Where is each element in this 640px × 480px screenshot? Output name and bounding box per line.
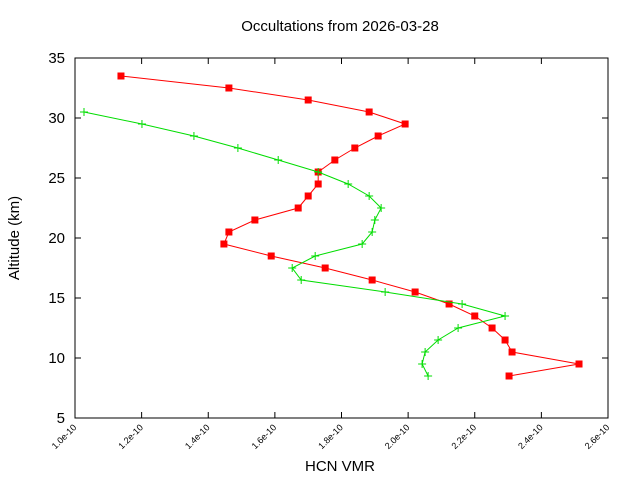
point bbox=[297, 276, 306, 284]
point bbox=[331, 156, 339, 164]
y-tick-label: 5 bbox=[57, 410, 65, 427]
point bbox=[434, 336, 443, 344]
point bbox=[445, 300, 453, 308]
point bbox=[575, 360, 583, 368]
point bbox=[368, 228, 377, 236]
point bbox=[358, 240, 367, 248]
point bbox=[411, 288, 419, 296]
point bbox=[267, 252, 275, 260]
chart-title: Occultations from 2026-03-28 bbox=[241, 18, 439, 35]
point bbox=[233, 144, 242, 152]
point bbox=[458, 300, 467, 308]
point bbox=[288, 264, 297, 272]
y-tick-label: 20 bbox=[48, 230, 65, 247]
point bbox=[311, 252, 320, 260]
point bbox=[294, 204, 302, 212]
point bbox=[344, 180, 353, 188]
point bbox=[351, 144, 359, 152]
point bbox=[79, 108, 88, 116]
y-tick-label: 15 bbox=[48, 290, 65, 307]
point bbox=[454, 324, 463, 332]
point bbox=[365, 108, 373, 116]
point bbox=[377, 204, 386, 212]
point bbox=[418, 360, 427, 368]
point bbox=[321, 264, 329, 272]
point bbox=[365, 192, 374, 200]
point bbox=[501, 336, 509, 344]
y-axis-label: Altitude (km) bbox=[6, 196, 23, 280]
point bbox=[401, 120, 409, 128]
point bbox=[274, 156, 283, 164]
point bbox=[189, 132, 198, 140]
point bbox=[314, 180, 322, 188]
point bbox=[314, 168, 323, 176]
point bbox=[488, 324, 496, 332]
point bbox=[471, 312, 479, 320]
point bbox=[251, 216, 259, 224]
point bbox=[421, 348, 430, 356]
point bbox=[225, 228, 233, 236]
point bbox=[220, 240, 228, 248]
point bbox=[117, 72, 125, 80]
point bbox=[381, 288, 390, 296]
point bbox=[225, 84, 233, 92]
point bbox=[374, 132, 382, 140]
point bbox=[368, 276, 376, 284]
point bbox=[424, 372, 433, 380]
point bbox=[370, 216, 379, 224]
y-tick-label: 25 bbox=[48, 170, 65, 187]
x-axis-label: HCN VMR bbox=[305, 458, 375, 475]
point bbox=[508, 348, 516, 356]
point bbox=[137, 120, 146, 128]
point bbox=[505, 372, 513, 380]
point bbox=[304, 96, 312, 104]
point bbox=[501, 312, 510, 320]
y-tick-label: 35 bbox=[48, 50, 65, 67]
y-tick-label: 30 bbox=[48, 110, 65, 127]
point bbox=[304, 192, 312, 200]
y-tick-label: 10 bbox=[48, 350, 65, 367]
